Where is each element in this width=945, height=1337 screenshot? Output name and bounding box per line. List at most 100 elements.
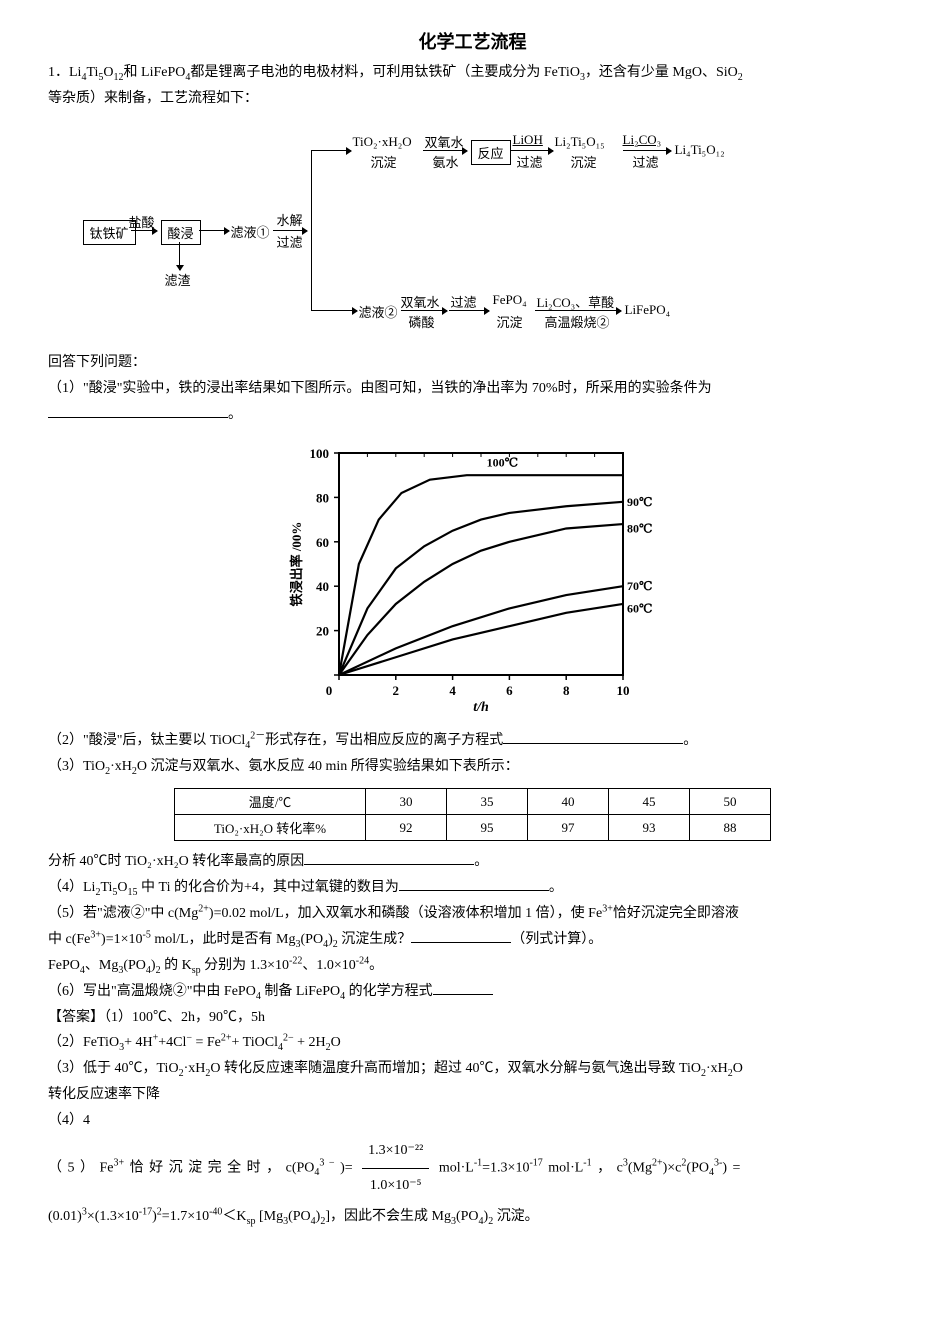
- arrow: [511, 150, 553, 151]
- t: = Fe: [192, 1035, 221, 1050]
- blank-line: [399, 876, 549, 891]
- t: 沉淀: [571, 152, 597, 171]
- q1-3q: 分析 40℃时 TiO₂·xH₂O 转化率最高的原因。: [48, 849, 897, 875]
- label-residue: 滤渣: [165, 270, 191, 289]
- arrow: [199, 230, 229, 231]
- t: （列式计算）。: [511, 932, 602, 947]
- label-filter: 过滤: [277, 232, 303, 251]
- t: 形式存在，写出相应反应的离子方程式: [265, 733, 503, 748]
- t: 沉淀。: [493, 1209, 539, 1224]
- q1-6: （6）写出"高温煅烧②"中由 FePO4 制备 LiFePO4 的化学方程式: [48, 979, 897, 1005]
- flow-diagram: 钛铁矿 盐酸 酸浸 滤渣 滤液① 水解 过滤 TiO₂·xH₂O 沉淀 双氧水 …: [83, 120, 863, 340]
- t: Ti: [100, 880, 112, 895]
- arrow: [179, 242, 180, 270]
- conversion-table: 温度/℃ 30 35 40 45 50 TiO₂·xH₂O 转化率% 92 95…: [174, 788, 771, 841]
- t: =1.7×10: [162, 1209, 209, 1224]
- th: 温度/℃: [175, 789, 366, 815]
- svg-text:70℃: 70℃: [627, 580, 653, 594]
- t: 沉淀: [497, 312, 523, 331]
- svg-text:0: 0: [325, 683, 332, 698]
- t: (PO: [456, 1209, 479, 1224]
- q1-4: （4）Li2Ti5O15 中 Ti 的化合价为+4，其中过氧键的数目为。: [48, 875, 897, 901]
- svg-text:60℃: 60℃: [627, 602, 653, 616]
- t: O: [733, 1061, 743, 1076]
- t: O 沉淀与双氧水、氨水反应 40 min 所得实验结果如下表所示：: [137, 759, 519, 774]
- t: 高温煅烧②: [545, 312, 610, 331]
- t: ×(1.3×10: [87, 1209, 139, 1224]
- t: 1．Li: [48, 65, 81, 80]
- t: (PO: [123, 958, 146, 973]
- svg-text:6: 6: [506, 683, 513, 698]
- t: Li₂Ti₅O₁₅: [555, 134, 605, 150]
- t: 中 c(Fe: [48, 932, 90, 947]
- t: )=: [335, 1160, 359, 1175]
- svg-text:t/h: t/h: [473, 700, 489, 715]
- t: 过滤: [451, 292, 477, 311]
- svg-text:8: 8: [562, 683, 569, 698]
- t: 沉淀生成？: [338, 932, 412, 947]
- t: )×c: [663, 1160, 682, 1175]
- arrow: [311, 150, 351, 151]
- t: FePO: [48, 958, 80, 973]
- arrow: [273, 230, 307, 231]
- blank-line: [48, 403, 228, 418]
- t: ， c: [592, 1160, 623, 1175]
- t: Ti: [86, 65, 98, 80]
- q1-5: （5）若"滤液②"中 c(Mg2+)=0.02 mol/L，加入双氧水和磷酸（设…: [48, 901, 897, 979]
- td: 35: [447, 789, 528, 815]
- t: ·xH: [706, 1061, 728, 1076]
- svg-text:4: 4: [449, 683, 456, 698]
- t: O: [103, 65, 113, 80]
- label-filtrate1: 滤液①: [231, 222, 270, 241]
- t: ) =: [722, 1160, 740, 1175]
- svg-text:60: 60: [316, 535, 329, 550]
- svg-text:80: 80: [316, 491, 329, 506]
- t: (Mg: [628, 1160, 652, 1175]
- td: 45: [609, 789, 690, 815]
- t: 过滤: [633, 152, 659, 171]
- chart-svg: 246810020406080100t/h铁浸出率 /00%100℃90℃80℃…: [283, 435, 663, 715]
- arrow: [311, 310, 357, 311]
- a4: （4）4: [48, 1108, 897, 1134]
- t: 、Mg: [85, 958, 118, 973]
- t: )=1×10: [101, 932, 142, 947]
- t: O: [117, 880, 127, 895]
- t: TiO₂·xH₂O: [353, 134, 412, 150]
- page-title: 化学工艺流程: [48, 28, 897, 54]
- svg-text:20: 20: [316, 624, 329, 639]
- td: 95: [447, 815, 528, 841]
- t: 过滤: [517, 152, 543, 171]
- t: 、1.0×10: [302, 958, 355, 973]
- t: （6）写出"高温煅烧②"中由 FePO: [48, 984, 256, 999]
- t: 滤液②: [359, 302, 398, 321]
- t: ＜K: [222, 1209, 246, 1224]
- svg-text:40: 40: [316, 580, 329, 595]
- svg-text:10: 10: [616, 683, 629, 698]
- svg-text:80℃: 80℃: [627, 522, 653, 536]
- t: 。: [369, 958, 383, 973]
- node-acidleach: 酸浸: [161, 220, 201, 245]
- t: ，还含有少量 MgO、SiO: [585, 65, 738, 80]
- t: （3）低于 40℃，TiO: [48, 1061, 179, 1076]
- t: Li₄Ti₅O₁₂: [675, 142, 725, 158]
- t: 双氧水: [425, 132, 464, 151]
- t: 等杂质）来制备，工艺流程如下：: [48, 91, 258, 106]
- td: 97: [528, 815, 609, 841]
- fraction: 1.3×10⁻²² 1.0×10⁻⁵: [362, 1134, 429, 1202]
- t: +4Cl: [158, 1035, 186, 1050]
- t: (PO: [288, 1209, 311, 1224]
- blank-line: [411, 928, 511, 943]
- a3: （3）低于 40℃，TiO2·xH2O 转化反应速率随温度升高而增加；超过 40…: [48, 1056, 897, 1108]
- t: O 转化反应速率随温度升高而增加；超过 40℃，双氧水分解与氨气逸出导致 TiO: [210, 1061, 701, 1076]
- arrow: [449, 310, 489, 311]
- t: （4）Li: [48, 880, 95, 895]
- td: 40: [528, 789, 609, 815]
- svg-text:2: 2: [392, 683, 399, 698]
- node-react: 反应: [471, 140, 511, 165]
- arrow: [623, 150, 671, 151]
- t: 双氧水: [401, 292, 440, 311]
- t: 和 LiFePO: [124, 65, 186, 80]
- answers: 【答案】（1）100℃、2h，90℃，5h: [48, 1005, 897, 1031]
- t: 磷酸: [409, 312, 435, 331]
- t: 中 Ti 的化合价为+4，其中过氧键的数目为: [138, 880, 399, 895]
